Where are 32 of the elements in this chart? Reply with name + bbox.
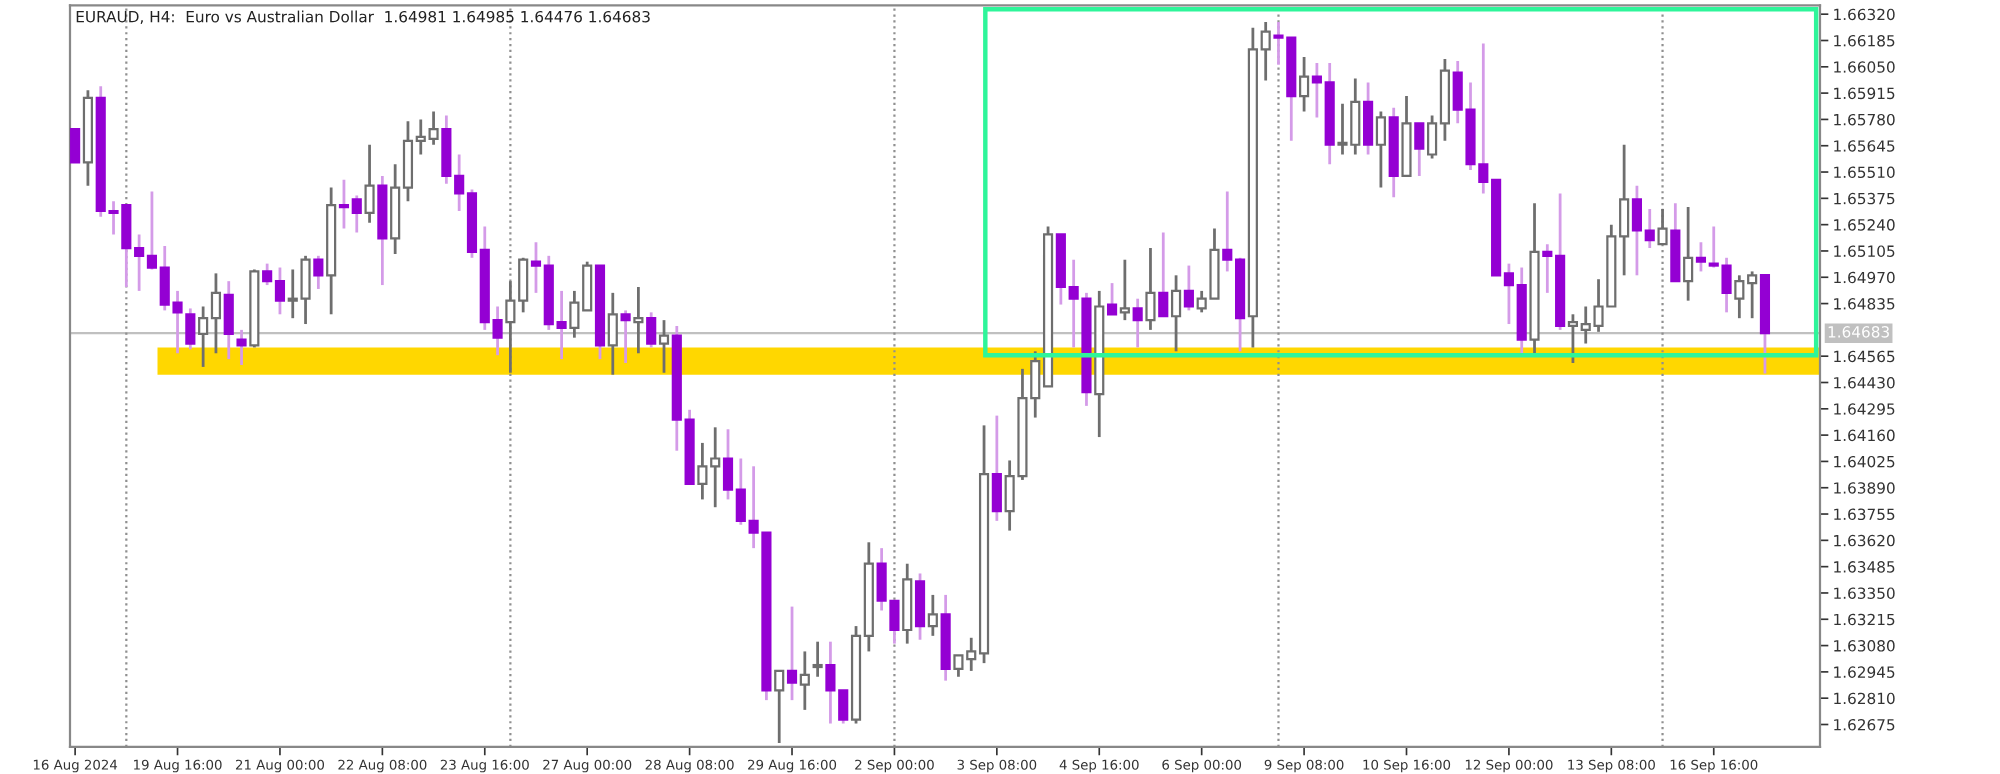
candlestick xyxy=(1183,264,1194,312)
candlestick xyxy=(313,254,324,291)
candlestick xyxy=(1106,281,1118,316)
candlestick xyxy=(1145,246,1156,332)
candlestick xyxy=(991,414,1002,523)
candlestick xyxy=(774,669,785,745)
candlestick xyxy=(364,143,375,225)
candlestick xyxy=(1132,297,1143,349)
candlestick xyxy=(1363,81,1374,156)
candlestick xyxy=(1414,121,1425,178)
candlestick xyxy=(607,291,618,377)
candlestick xyxy=(1170,273,1182,353)
candlestick xyxy=(1158,231,1169,318)
candlestick xyxy=(812,640,823,679)
candlestick xyxy=(927,593,938,638)
candlestick xyxy=(185,307,196,351)
candlestick xyxy=(914,572,926,642)
candlestick xyxy=(799,650,810,712)
candlestick xyxy=(1683,205,1694,303)
candlestick xyxy=(646,310,657,349)
candlestick xyxy=(633,285,644,355)
candlestick xyxy=(658,318,670,375)
candlestick xyxy=(1657,207,1668,246)
candlestick xyxy=(236,328,247,367)
candlestick xyxy=(620,309,631,365)
candlestick xyxy=(1299,55,1310,114)
candlestick xyxy=(1119,258,1130,322)
candlestick xyxy=(1375,110,1386,190)
candlestick xyxy=(223,279,234,361)
candlestick xyxy=(70,128,81,164)
candlestick xyxy=(786,605,798,702)
candlestick xyxy=(1695,240,1707,273)
